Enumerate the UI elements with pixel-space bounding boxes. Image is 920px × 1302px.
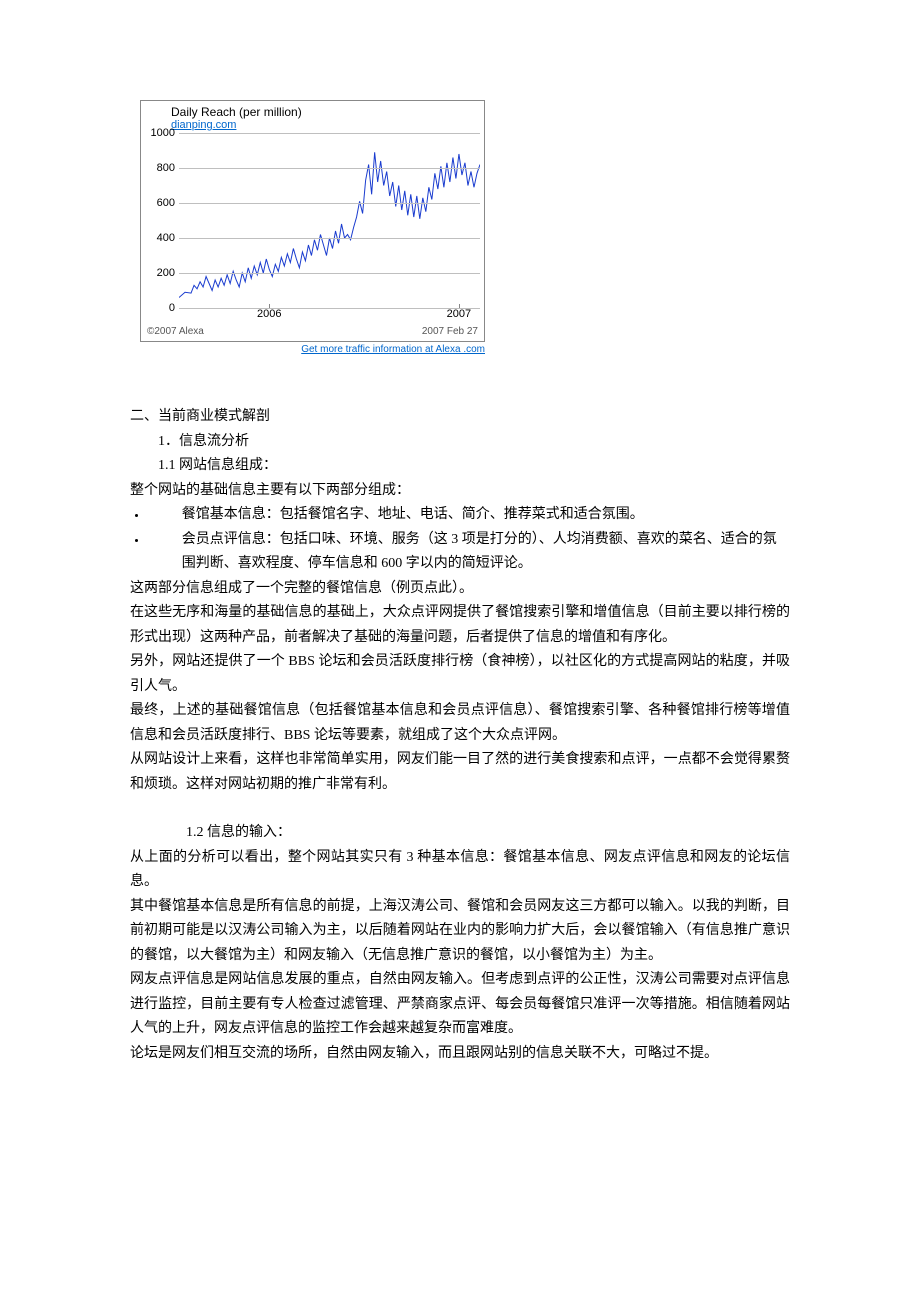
paragraph: 从上面的分析可以看出，整个网站其实只有 3 种基本信息：餐馆基本信息、网友点评信…	[130, 846, 790, 895]
section-heading: 二、当前商业模式解剖	[130, 405, 790, 430]
bullet-item: 餐馆基本信息：包括餐馆名字、地址、电话、简介、推荐菜式和适合氛围。	[147, 503, 790, 528]
paragraph: 从网站设计上来看，这样也非常简单实用，网友们能一目了然的进行美食搜索和点评，一点…	[130, 748, 790, 797]
chart-subtitle-link[interactable]: dianping.com	[171, 119, 236, 131]
paragraph: 在这些无序和海量的基础信息的基础上，大众点评网提供了餐馆搜索引擎和增值信息（目前…	[130, 601, 790, 650]
paragraph: 其中餐馆基本信息是所有信息的前提，上海汉涛公司、餐馆和会员网友这三方都可以输入。…	[130, 895, 790, 969]
paragraph: 网友点评信息是网站信息发展的重点，自然由网友输入。但考虑到点评的公正性，汉涛公司…	[130, 968, 790, 1042]
chart-title: Daily Reach (per million)	[171, 105, 484, 119]
paragraph: 最终，上述的基础餐馆信息（包括餐馆基本信息和会员点评信息）、餐馆搜索引擎、各种餐…	[130, 699, 790, 748]
chart-box: Daily Reach (per million) dianping.com 0…	[140, 100, 485, 342]
paragraph: 整个网站的基础信息主要有以下两部分组成：	[130, 479, 790, 504]
document-body: 二、当前商业模式解剖 1．信息流分析 1.1 网站信息组成： 整个网站的基础信息…	[130, 405, 790, 1066]
subsection-heading: 1．信息流分析	[130, 430, 790, 455]
bullet-item: 会员点评信息：包括口味、环境、服务（这 3 项是打分的）、人均消费额、喜欢的菜名…	[147, 528, 790, 577]
chart-footer-left: ©2007 Alexa	[147, 326, 204, 337]
subsubsection-heading: 1.2 信息的输入：	[130, 821, 790, 846]
chart-xaxis: 20062007	[179, 308, 480, 324]
subsubsection-heading: 1.1 网站信息组成：	[130, 454, 790, 479]
paragraph: 另外，网站还提供了一个 BBS 论坛和会员活跃度排行榜（食神榜），以社区化的方式…	[130, 650, 790, 699]
chart-plot: 02004006008001000	[179, 133, 480, 308]
paragraph: 这两部分信息组成了一个完整的餐馆信息（例页点此）。	[130, 577, 790, 602]
chart-footer-right: 2007 Feb 27	[422, 326, 478, 337]
paragraph: 论坛是网友们相互交流的场所，自然由网友输入，而且跟网站别的信息关联不大，可略过不…	[130, 1042, 790, 1067]
alexa-chart: Daily Reach (per million) dianping.com 0…	[140, 100, 485, 355]
chart-more-link[interactable]: Get more traffic information at Alexa .c…	[301, 344, 485, 355]
